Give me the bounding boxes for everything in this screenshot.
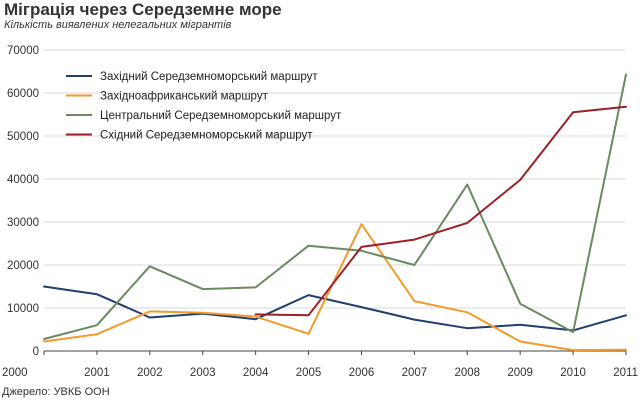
grid-lines xyxy=(44,49,626,309)
y-tick-label: 70000 xyxy=(7,45,39,57)
legend-label-4: Східний Середземноморський маршрут xyxy=(100,130,313,142)
series-line-4 xyxy=(254,105,627,317)
x-tick-label: 2007 xyxy=(402,367,428,379)
series-line-3 xyxy=(43,73,627,340)
chart-subtitle: Кількість виявлених нелегальних мігранті… xyxy=(4,19,232,31)
chart-source: Джерело: УВКБ ООН xyxy=(2,386,110,398)
x-tick-label: 2003 xyxy=(190,367,216,379)
x-tick-label: 2008 xyxy=(454,367,480,379)
y-tick-label: 10000 xyxy=(7,303,39,315)
x-tick-label: 2005 xyxy=(296,367,322,379)
series-line-2 xyxy=(43,223,627,352)
legend-label-3: Центральний Середземноморський маршрут xyxy=(100,110,342,122)
x-tick-label: 2009 xyxy=(507,367,533,379)
y-tick-label: 60000 xyxy=(7,88,39,100)
y-tick-label: 50000 xyxy=(7,131,39,143)
y-axis-tick-labels: 0 10000 20000 30000 40000 50000 60000 70000 xyxy=(7,45,39,358)
x-axis-tick-labels: 2000 2001 2002 2003 2004 2005 2006 2007 2008 2009… xyxy=(2,367,638,379)
series-lines xyxy=(43,73,627,352)
x-tick-label: 2010 xyxy=(560,367,586,379)
x-tick-label: 2011 xyxy=(613,367,638,379)
y-tick-label: 30000 xyxy=(7,217,39,229)
legend-label-2: Західноафриканський маршрут xyxy=(100,91,269,103)
chart-title: Міграція через Середземне море xyxy=(4,0,282,19)
legend-label-1: Західний Середземноморський маршрут xyxy=(100,71,318,83)
y-tick-label: 0 xyxy=(33,346,39,358)
y-tick-label: 20000 xyxy=(7,260,39,272)
y-tick-label: 40000 xyxy=(7,174,39,186)
x-tick-label: 2002 xyxy=(137,367,163,379)
legend: Західний Середземноморський маршрут Захід… xyxy=(66,71,342,142)
x-tick-label: 2004 xyxy=(243,367,269,379)
series-line-1 xyxy=(43,285,627,332)
x-tick-label: 2000 xyxy=(2,367,28,379)
x-axis xyxy=(43,350,627,355)
x-tick-label: 2006 xyxy=(349,367,375,379)
x-tick-label: 2001 xyxy=(84,367,110,379)
